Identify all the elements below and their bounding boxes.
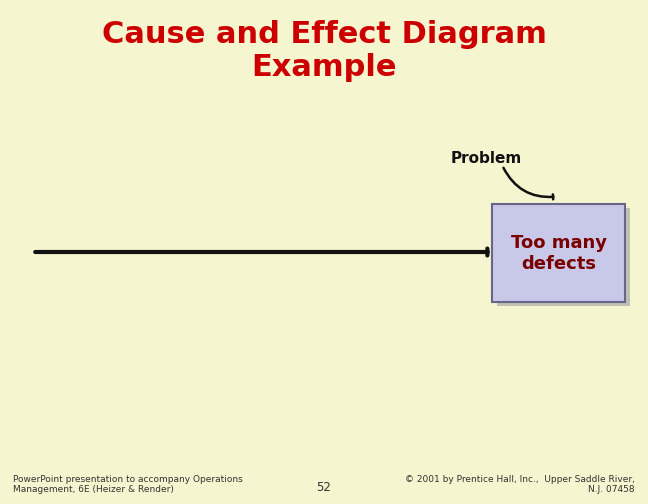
Text: Cause and Effect Diagram
Example: Cause and Effect Diagram Example — [102, 20, 546, 82]
Text: Problem: Problem — [450, 151, 522, 166]
FancyBboxPatch shape — [497, 208, 630, 306]
Text: © 2001 by Prentice Hall, Inc.,  Upper Saddle River,
N.J. 07458: © 2001 by Prentice Hall, Inc., Upper Sad… — [405, 475, 635, 494]
Text: PowerPoint presentation to accompany Operations
Management, 6E (Heizer & Render): PowerPoint presentation to accompany Ope… — [13, 475, 243, 494]
Text: Too many
defects: Too many defects — [511, 234, 607, 273]
Text: 52: 52 — [317, 481, 331, 494]
FancyBboxPatch shape — [492, 204, 625, 302]
